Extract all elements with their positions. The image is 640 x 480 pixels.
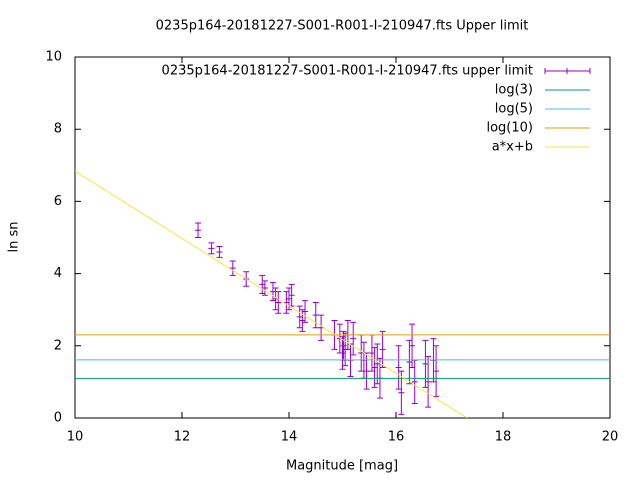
error-bar bbox=[371, 347, 378, 388]
x-tick-label: 20 bbox=[602, 430, 619, 445]
legend-swatch bbox=[544, 68, 591, 74]
error-bar bbox=[208, 242, 215, 255]
error-bar bbox=[379, 330, 386, 368]
y-tick-label: 6 bbox=[54, 194, 62, 209]
legend-label: 0235p164-20181227-S001-R001-I-210947.fts… bbox=[162, 64, 533, 79]
error-bar bbox=[272, 287, 279, 311]
error-bar bbox=[261, 280, 268, 296]
error-bar bbox=[422, 339, 429, 388]
error-bar bbox=[229, 260, 236, 276]
error-bar bbox=[336, 323, 343, 354]
y-tick-label: 0 bbox=[54, 411, 62, 426]
error-bar bbox=[302, 300, 309, 323]
error-bar bbox=[406, 339, 413, 385]
error-bar bbox=[339, 336, 346, 370]
error-bar bbox=[368, 334, 375, 372]
legend-label: a*x+b bbox=[492, 140, 533, 155]
error-bar bbox=[425, 356, 432, 408]
y-tick-label: 2 bbox=[54, 338, 62, 353]
error-bar bbox=[286, 287, 292, 311]
error-bar bbox=[411, 359, 418, 405]
x-tick-label: 10 bbox=[67, 430, 84, 445]
error-bar bbox=[409, 323, 416, 368]
x-tick-label: 18 bbox=[495, 430, 512, 445]
error-bar bbox=[216, 246, 223, 258]
error-bar bbox=[259, 274, 266, 294]
y-tick-label: 8 bbox=[54, 122, 62, 137]
line bbox=[75, 170, 468, 418]
error-bar bbox=[433, 345, 440, 397]
error-bar bbox=[350, 321, 357, 356]
chart-title: 0235p164-20181227-S001-R001-I-210947.fts… bbox=[156, 19, 529, 34]
legend-label: log(10) bbox=[486, 121, 533, 136]
error-bar bbox=[195, 222, 202, 238]
x-tick-label: 12 bbox=[174, 430, 191, 445]
error-bar bbox=[288, 283, 295, 307]
error-bar bbox=[318, 314, 325, 341]
error-bar bbox=[363, 352, 370, 390]
error-bar bbox=[398, 370, 405, 415]
plot-border bbox=[74, 56, 611, 419]
y-axis-label: ln sn bbox=[7, 222, 22, 253]
error-bar bbox=[269, 282, 276, 302]
error-bar bbox=[395, 345, 402, 390]
error-bar bbox=[283, 291, 290, 314]
error-bar bbox=[296, 305, 303, 329]
plot-area bbox=[75, 170, 610, 418]
x-tick-label: 16 bbox=[388, 430, 405, 445]
x-axis-label: Magnitude [mag] bbox=[286, 459, 398, 474]
error-bar bbox=[275, 291, 282, 314]
error-bar bbox=[312, 301, 319, 329]
legend-label: log(3) bbox=[495, 83, 533, 98]
y-tick-label: 10 bbox=[45, 50, 62, 65]
legend-label: log(5) bbox=[495, 102, 533, 117]
x-tick-label: 14 bbox=[281, 430, 298, 445]
error-bar bbox=[374, 343, 381, 385]
error-bar bbox=[340, 330, 347, 361]
y-tick-label: 4 bbox=[54, 266, 62, 281]
error-bar bbox=[299, 309, 306, 332]
